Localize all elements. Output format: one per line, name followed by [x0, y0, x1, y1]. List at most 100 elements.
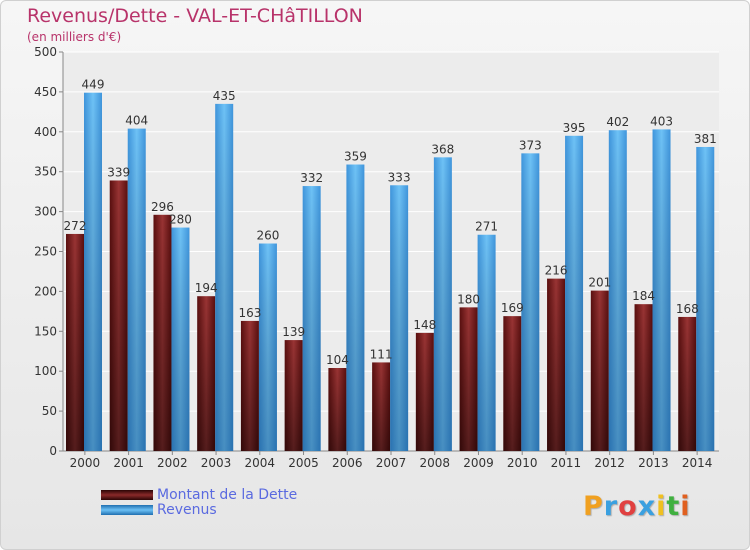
- x-tick-label: 2004: [245, 456, 276, 470]
- data-label-revenue: 381: [694, 132, 717, 146]
- data-label-debt: 148: [413, 318, 436, 332]
- bar-shade-revenue: [608, 130, 627, 452]
- logo-letter: x: [637, 491, 657, 522]
- bar-shade-debt: [678, 316, 697, 451]
- bar-shade-revenue: [258, 243, 277, 451]
- y-tick-label: 300: [34, 205, 57, 219]
- bar-shade-revenue: [477, 234, 496, 451]
- y-tick-label: 50: [42, 404, 57, 418]
- data-label-debt: 296: [151, 200, 174, 214]
- logo-letter: t: [666, 491, 681, 522]
- bar-shade-revenue: [346, 164, 365, 451]
- x-tick-label: 2002: [157, 456, 188, 470]
- bar-shade-revenue: [521, 153, 540, 451]
- data-label-debt: 180: [457, 292, 480, 306]
- y-tick-label: 250: [34, 245, 57, 259]
- x-tick-label: 2012: [594, 456, 625, 470]
- data-label-revenue: 332: [300, 171, 323, 185]
- x-tick-label: 2005: [288, 456, 319, 470]
- legend-swatch-revenue: [101, 505, 153, 515]
- bar-shade-revenue: [390, 185, 409, 452]
- proxiti-logo: Proxiti: [583, 491, 691, 522]
- data-label-debt: 272: [64, 219, 87, 233]
- y-tick-label: 200: [34, 284, 57, 298]
- data-label-revenue: 333: [388, 170, 411, 184]
- bar-shade-debt: [634, 304, 653, 451]
- logo-letter: i: [680, 491, 691, 522]
- y-tick-label: 500: [34, 45, 57, 59]
- bar-shade-debt: [197, 296, 216, 451]
- bar-shade-debt: [109, 180, 128, 451]
- bar-shade-debt: [459, 307, 478, 451]
- x-tick-label: 2010: [507, 456, 538, 470]
- data-label-revenue: 359: [344, 150, 367, 164]
- logo-letter: i: [656, 491, 667, 522]
- bar-shade-revenue: [696, 146, 715, 451]
- data-label-debt: 104: [326, 353, 349, 367]
- y-tick-label: 150: [34, 324, 57, 338]
- data-label-debt: 216: [545, 264, 568, 278]
- x-tick-label: 2001: [113, 456, 144, 470]
- data-label-revenue: 280: [169, 213, 192, 227]
- bar-shade-debt: [66, 233, 84, 451]
- bar-shade-revenue: [84, 92, 102, 451]
- legend-label-revenue: Revenus: [157, 502, 217, 518]
- data-label-revenue: 395: [563, 121, 586, 135]
- data-label-debt: 169: [501, 301, 524, 315]
- logo-letter: P: [583, 491, 604, 522]
- x-tick-label: 2008: [419, 456, 450, 470]
- x-tick-label: 2000: [70, 456, 101, 470]
- bar-shade-debt: [503, 316, 522, 451]
- bar-shade-debt: [590, 290, 609, 451]
- data-label-debt: 163: [238, 306, 261, 320]
- legend-label-debt: Montant de la Dette: [157, 487, 298, 503]
- bar-shade-revenue: [652, 129, 671, 451]
- bar-shade-debt: [547, 278, 566, 451]
- legend-swatch-debt: [101, 490, 153, 500]
- logo-letter: o: [618, 491, 638, 522]
- bar-shade-revenue: [171, 227, 190, 451]
- data-label-revenue: 449: [82, 78, 105, 92]
- data-label-debt: 339: [107, 165, 130, 179]
- y-tick-label: 350: [34, 165, 57, 179]
- x-tick-label: 2003: [201, 456, 232, 470]
- bar-shade-revenue: [127, 128, 146, 451]
- bar-shade-debt: [240, 320, 259, 451]
- x-tick-label: 2009: [463, 456, 494, 470]
- data-label-revenue: 402: [606, 115, 629, 129]
- data-label-debt: 139: [282, 325, 305, 339]
- bar-shade-debt: [328, 368, 347, 451]
- data-label-debt: 201: [588, 276, 611, 290]
- data-label-debt: 194: [195, 281, 218, 295]
- y-tick-label: 100: [34, 364, 57, 378]
- data-label-revenue: 271: [475, 220, 498, 234]
- bar-shade-debt: [284, 340, 303, 451]
- bar-shade-revenue: [302, 186, 321, 451]
- bar-shade-debt: [372, 362, 391, 451]
- x-tick-label: 2013: [638, 456, 669, 470]
- data-label-revenue: 373: [519, 138, 542, 152]
- data-label-revenue: 404: [125, 114, 148, 128]
- x-tick-label: 2006: [332, 456, 363, 470]
- data-label-debt: 184: [632, 289, 655, 303]
- x-tick-label: 2007: [376, 456, 407, 470]
- data-label-revenue: 435: [213, 89, 236, 103]
- y-tick-label: 400: [34, 125, 57, 139]
- bar-shade-revenue: [565, 135, 584, 452]
- x-tick-label: 2011: [551, 456, 582, 470]
- data-label-revenue: 368: [431, 142, 454, 156]
- data-label-revenue: 260: [256, 229, 279, 243]
- x-tick-label: 2014: [682, 456, 713, 470]
- y-tick-label: 450: [34, 85, 57, 99]
- bar-shade-revenue: [433, 157, 452, 451]
- bar-shade-debt: [153, 214, 172, 451]
- y-tick-label: 0: [49, 444, 57, 458]
- bar-shade-revenue: [215, 103, 234, 452]
- bar-shade-debt: [415, 332, 434, 451]
- chart-title: Revenus/Dette - VAL-ET-CHâTILLON: [27, 5, 363, 27]
- chart-subtitle: (en milliers d'€): [27, 30, 122, 44]
- data-label-debt: 111: [370, 347, 393, 361]
- logo-letter: r: [603, 491, 619, 522]
